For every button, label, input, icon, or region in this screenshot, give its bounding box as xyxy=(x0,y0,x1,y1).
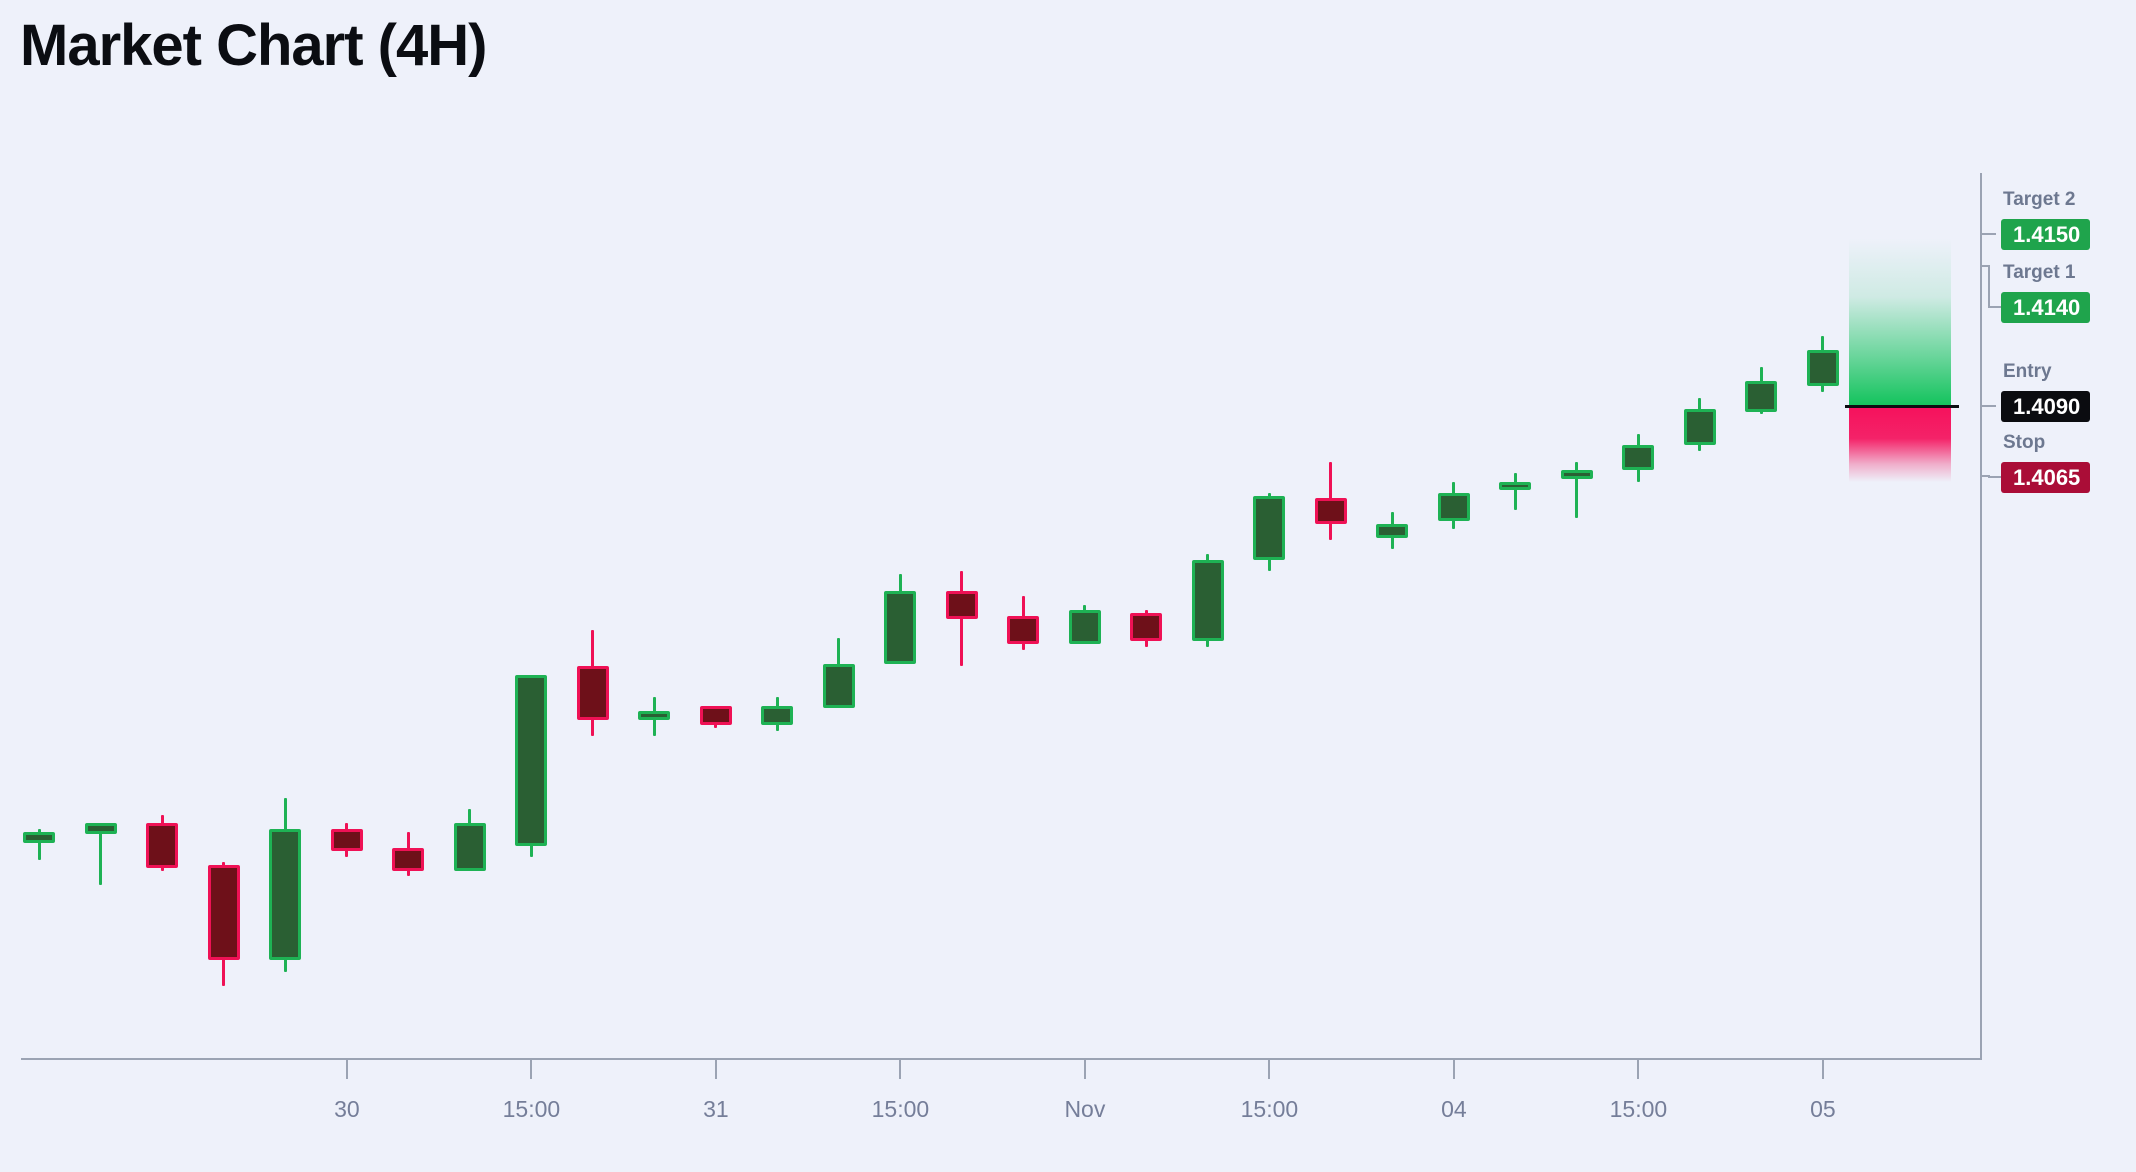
x-tick-mark xyxy=(530,1060,533,1079)
x-axis-label: 15:00 xyxy=(871,1096,930,1122)
candle-11 xyxy=(699,705,732,726)
candle-13 xyxy=(822,663,855,709)
entry-price-badge[interactable]: 1.4090 xyxy=(2001,390,2090,422)
x-tick-mark xyxy=(1821,1060,1824,1079)
x-tick-mark xyxy=(1452,1060,1455,1079)
page-title: Market Chart (4H) xyxy=(20,13,487,78)
stop-price-badge[interactable]: 1.4065 xyxy=(2001,461,2090,493)
candle-25-wick xyxy=(1575,462,1579,518)
candle-12 xyxy=(761,705,794,726)
candle-29 xyxy=(1806,350,1839,387)
level-leader-line xyxy=(1988,265,1990,308)
level-leader-line xyxy=(1981,265,1990,267)
x-axis-label: 15:00 xyxy=(1240,1096,1299,1122)
candle-2 xyxy=(146,823,179,868)
x-tick-mark xyxy=(899,1060,902,1079)
candle-21 xyxy=(1314,498,1347,524)
target1-label: Target 1 xyxy=(2003,262,2076,283)
candle-26 xyxy=(1622,445,1655,471)
candle-28 xyxy=(1745,380,1778,412)
candle-1-wick xyxy=(99,823,103,885)
entry-label: Entry xyxy=(2003,361,2052,382)
candle-9 xyxy=(576,666,609,720)
x-tick-mark xyxy=(1083,1060,1086,1079)
risk-zone xyxy=(1849,407,1951,482)
stop-label: Stop xyxy=(2003,432,2046,453)
candle-0 xyxy=(23,831,56,843)
candle-0-wick xyxy=(37,828,41,860)
candle-6 xyxy=(392,848,425,871)
x-axis-label: 05 xyxy=(1810,1096,1836,1122)
level-leader-line xyxy=(1981,233,1996,235)
candle-3 xyxy=(207,865,240,961)
candle-17 xyxy=(1068,610,1101,644)
candle-23 xyxy=(1437,492,1470,521)
profit-zone xyxy=(1849,238,1951,406)
x-axis-label: 31 xyxy=(703,1096,729,1122)
candle-24 xyxy=(1499,481,1532,490)
level-leader-line xyxy=(1981,405,1996,407)
candle-7 xyxy=(453,823,486,871)
candle-10 xyxy=(638,711,671,720)
x-axis-label: 30 xyxy=(334,1096,360,1122)
candle-25 xyxy=(1560,470,1593,479)
level-leader-line xyxy=(1981,475,1990,477)
level-leader-line xyxy=(1988,476,2001,478)
candle-5 xyxy=(330,828,363,852)
candle-8 xyxy=(515,674,548,846)
x-axis-label: Nov xyxy=(1064,1096,1106,1122)
x-tick-mark xyxy=(1268,1060,1271,1079)
y-axis-line xyxy=(1980,173,1982,1060)
candle-18 xyxy=(1130,613,1163,642)
x-axis-label: 15:00 xyxy=(1609,1096,1668,1122)
x-tick-mark xyxy=(714,1060,717,1079)
candle-24-wick xyxy=(1513,473,1517,510)
x-axis-line xyxy=(21,1058,1982,1060)
candle-14 xyxy=(884,590,917,664)
x-axis-label: 04 xyxy=(1441,1096,1467,1122)
candle-4 xyxy=(269,828,302,961)
level-leader-line xyxy=(1988,306,2001,308)
candle-22 xyxy=(1376,523,1409,538)
candle-15 xyxy=(945,590,978,619)
candle-27 xyxy=(1683,408,1716,446)
x-tick-mark xyxy=(1637,1060,1640,1079)
candle-20 xyxy=(1253,495,1286,560)
entry-price-line[interactable] xyxy=(1845,404,1959,408)
candle-1 xyxy=(84,823,117,835)
x-axis-label: 15:00 xyxy=(502,1096,561,1122)
target2-label: Target 2 xyxy=(2003,189,2076,210)
target2-price-badge[interactable]: 1.4150 xyxy=(2001,218,2090,250)
target1-price-badge[interactable]: 1.4140 xyxy=(2001,291,2090,323)
candle-16 xyxy=(1007,616,1040,644)
candle-19 xyxy=(1191,560,1224,642)
x-tick-mark xyxy=(345,1060,348,1079)
